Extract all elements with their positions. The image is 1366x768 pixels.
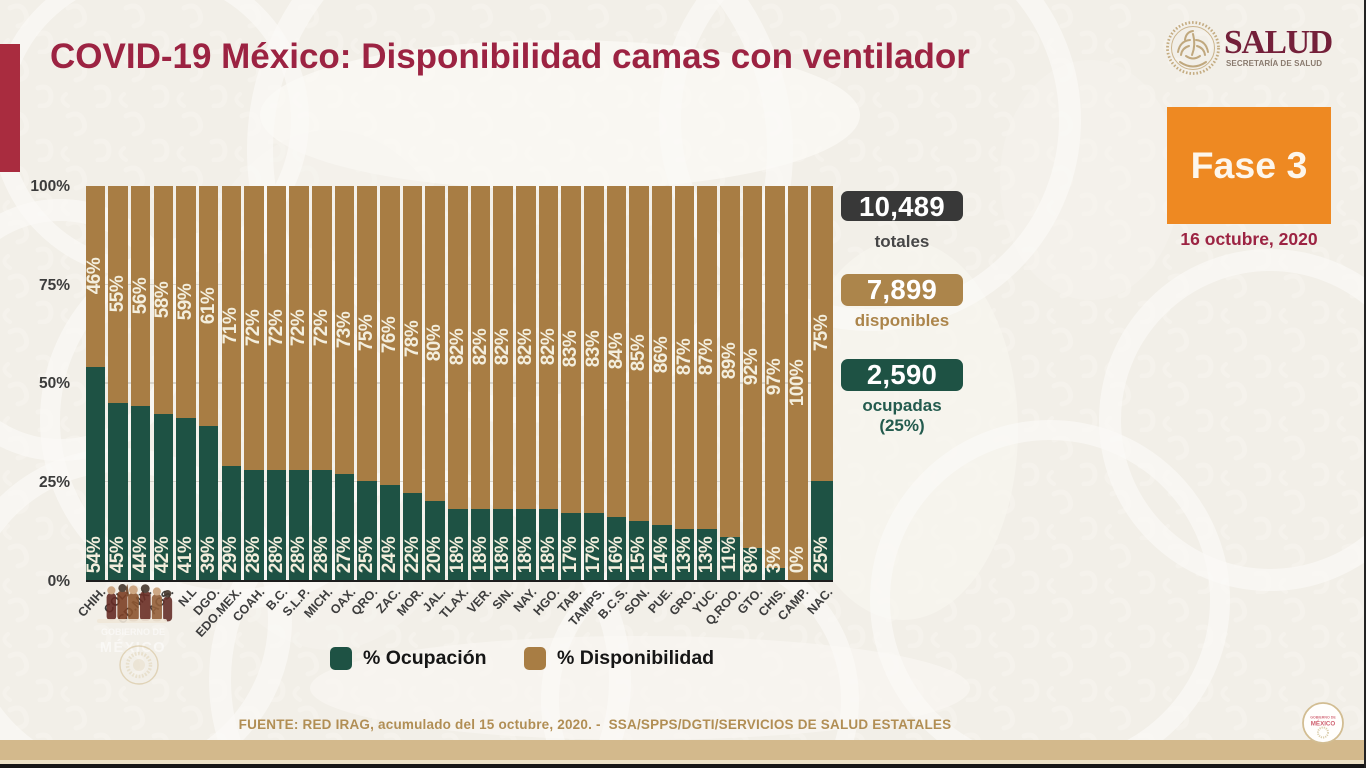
svg-text:GOBIERNO DE: GOBIERNO DE (101, 627, 165, 637)
svg-text:MÉXICO: MÉXICO (1311, 720, 1336, 728)
svg-text:GOBIERNO DE: GOBIERNO DE (1310, 716, 1336, 720)
